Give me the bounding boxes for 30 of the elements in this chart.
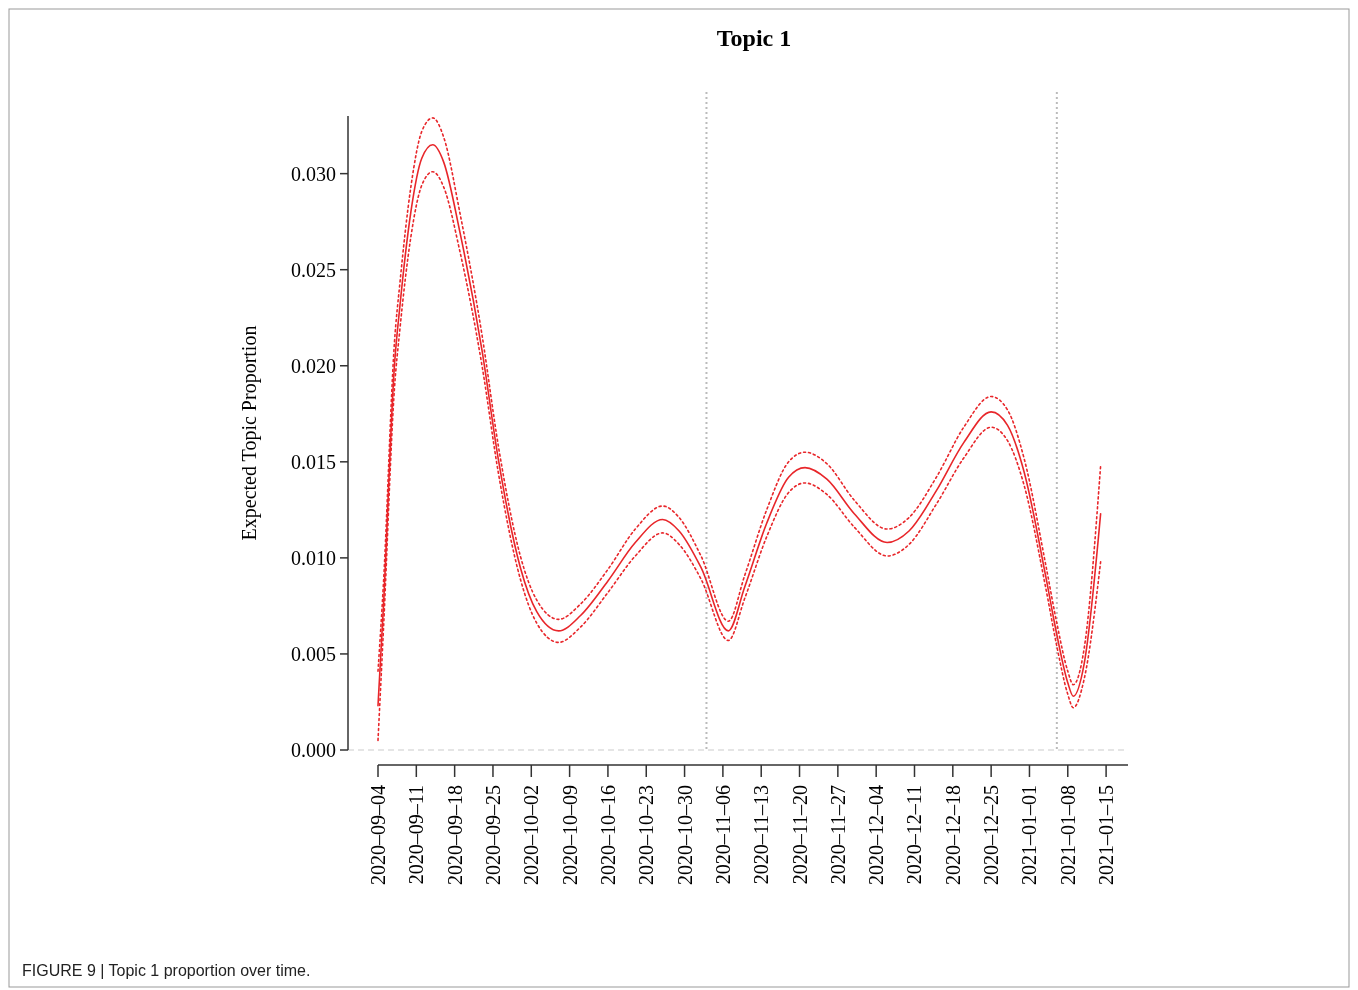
y-tick-label: 0.030 [291,162,336,185]
x-tick-label: 2020–10–23 [635,785,658,885]
x-tick-label: 2020–12–11 [903,785,926,885]
x-tick-label: 2020–10–30 [673,785,696,885]
x-tick-label: 2020–12–18 [941,785,964,885]
x-tick-label: 2020–12–25 [980,785,1003,885]
y-tick-label: 0.000 [291,739,336,761]
x-tick-label: 2020–09–25 [481,785,504,885]
caption: FIGURE 9 | Topic 1 proportion over time. [22,962,311,979]
x-tick-label: 2020–11–13 [750,785,773,885]
y-tick-label: 0.015 [291,450,336,473]
x-tick-label: 2020–10–16 [596,785,619,885]
x-tick-label: 2020–09–11 [405,785,428,885]
x-tick-label: 2020–09–18 [443,785,466,885]
x-tick-label: 2020–12–04 [865,785,888,885]
x-tick-label: 2021–01–08 [1056,785,1079,885]
x-tick-label: 2020–11–20 [788,785,811,885]
x-tick-label: 2021–01–15 [1095,785,1118,885]
x-tick-label: 2020–10–09 [558,785,581,885]
chart-title: Topic 1 [716,25,792,51]
y-tick-label: 0.020 [291,354,336,377]
x-tick-label: 2020–11–27 [826,785,849,885]
y-tick-label: 0.025 [291,258,336,281]
x-tick-label: 2020–10–02 [520,785,543,885]
y-axis-title: Expected Topic Proportion [238,325,261,541]
x-tick-label: 2021–01–01 [1018,785,1041,885]
y-tick-label: 0.010 [291,546,336,569]
y-tick-label: 0.005 [291,642,336,665]
x-tick-label: 2020–09–04 [367,785,389,885]
x-tick-label: 2020–11–06 [711,785,734,885]
